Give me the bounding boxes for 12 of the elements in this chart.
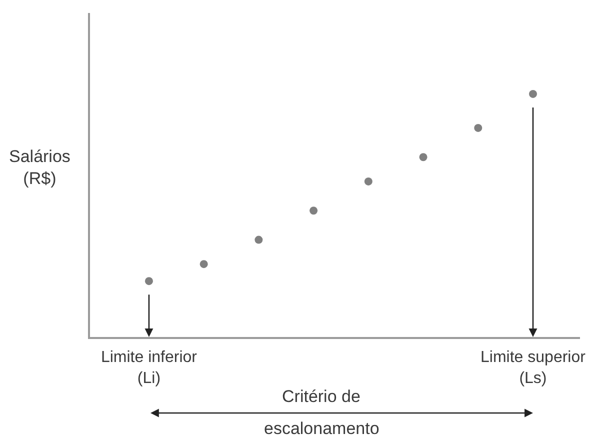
x-tick-label: Limite inferior (Li)	[100, 348, 198, 387]
point	[528, 90, 537, 98]
point	[474, 124, 482, 132]
point	[419, 153, 428, 162]
point	[364, 177, 372, 186]
y-axis-title: Salários (R$)	[9, 147, 70, 188]
x-tick-label: Limite superior (Ls)	[480, 348, 586, 387]
point	[144, 277, 153, 286]
x-axis-title: Critério de escalonamento	[264, 387, 380, 438]
point	[310, 206, 318, 215]
point	[200, 260, 208, 268]
point	[254, 236, 263, 244]
